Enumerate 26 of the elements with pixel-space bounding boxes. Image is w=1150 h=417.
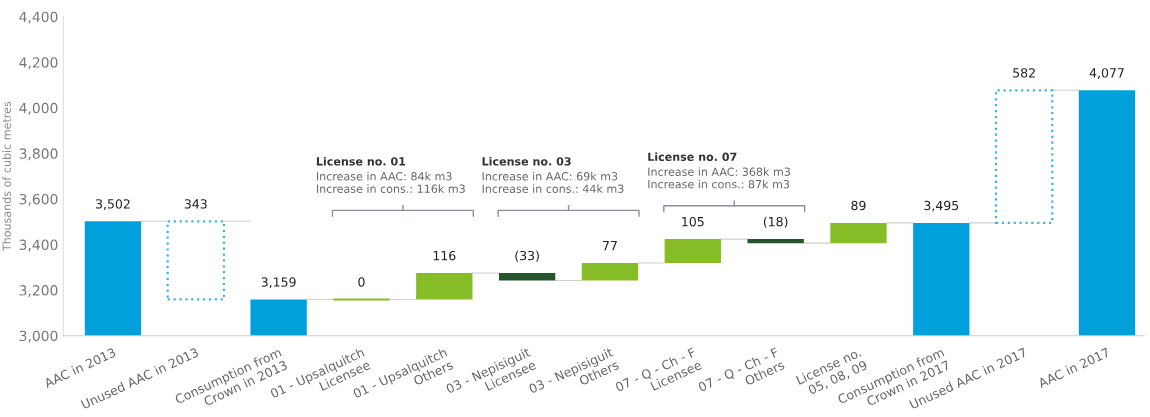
data-label: 89 <box>851 200 866 211</box>
data-label: 3,159 <box>261 277 296 289</box>
data-label: 3,495 <box>924 200 959 212</box>
y-tick-label: 4,200 <box>19 57 58 70</box>
data-label: 582 <box>1013 68 1035 78</box>
data-label: 77 <box>603 241 617 251</box>
y-tick-label: 3,600 <box>19 193 58 206</box>
annotation: License no. 03 Increase in AAC: 69k m3 Increase in cons.: 44k m3 <box>482 156 624 193</box>
y-tick-label: 3,000 <box>19 330 58 343</box>
y-tick-label: 3,400 <box>19 239 58 252</box>
data-label: 3,502 <box>96 199 130 210</box>
y-tick-label: 3,200 <box>19 285 58 297</box>
data-label: 116 <box>433 250 456 261</box>
data-label: (18) <box>763 216 788 228</box>
y-tick-label: 4,400 <box>19 11 58 24</box>
y-tick-label: 3,800 <box>19 148 58 161</box>
x-tick-label: AAC in 2013 <box>43 347 117 389</box>
y-tick-label: 4,000 <box>19 102 58 115</box>
annotation: License no. 07 Increase in AAC: 368k m3 Increase in cons.: 87k m3 <box>648 152 790 189</box>
data-label: 4,077 <box>1089 68 1124 79</box>
data-label: 0 <box>358 277 365 287</box>
y-axis-title: Thousands of cubic metres <box>2 101 11 252</box>
data-label: (33) <box>515 250 539 262</box>
data-label: 105 <box>682 216 704 227</box>
data-label: 343 <box>184 199 207 209</box>
annotation: License no. 01 Increase in AAC: 84k m3 Increase in cons.: 116k m3 <box>316 156 465 193</box>
